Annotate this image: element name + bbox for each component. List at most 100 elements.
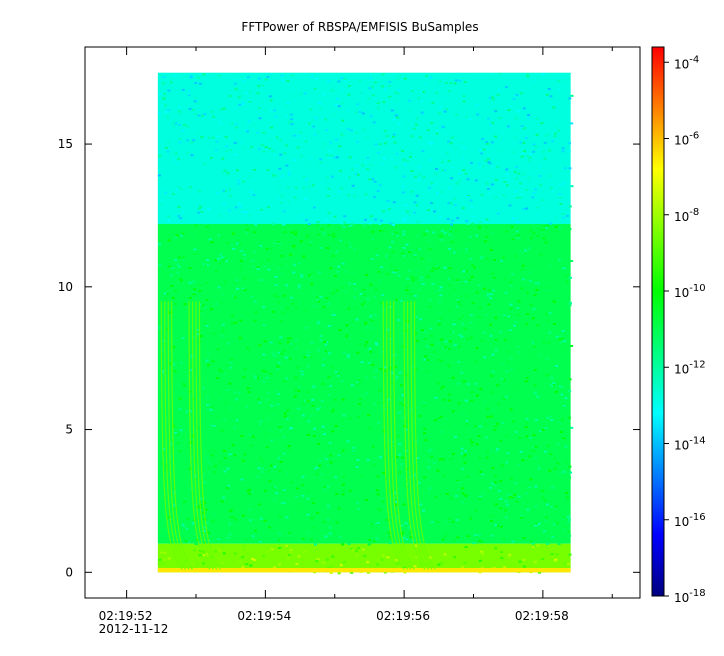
heatmap-cell [547,342,551,345]
heatmap-cell [218,108,222,111]
heatmap-cell [549,187,553,190]
heatmap-cell [523,249,527,252]
heatmap-cell [326,485,330,488]
heatmap-cell [456,216,460,219]
heatmap-cell [551,383,555,386]
heatmap-cell [286,337,290,340]
heatmap-cell [540,122,544,125]
heatmap-cell [331,555,335,558]
heatmap-cell [545,288,549,291]
heatmap-cell [325,297,329,300]
heatmap-cell [238,560,242,563]
heatmap-cell [189,441,193,444]
heatmap-cell [189,456,193,459]
heatmap-cell [316,557,320,560]
heatmap-cell [354,111,358,114]
heatmap-cell [433,290,437,293]
heatmap-cell [418,136,422,139]
heatmap-cell [385,273,389,276]
heatmap-cell [478,306,482,309]
heatmap-cell [308,122,312,125]
heatmap-cell [465,270,469,273]
heatmap-cell [158,192,162,195]
heatmap-cell [360,303,364,306]
heatmap-cell [445,492,449,495]
heatmap-cell [385,254,389,257]
heatmap-cell [552,322,556,325]
heatmap-cell [279,104,283,107]
heatmap-cell [188,107,192,110]
colorbar-tick-label: 10-4 [674,54,699,71]
heatmap-cell [363,554,367,557]
heatmap-cell [533,392,537,395]
heatmap-cell [458,304,462,307]
heatmap-cell [351,319,355,322]
heatmap-cell [463,454,467,457]
heatmap-cell [157,562,161,565]
heatmap-cell [364,498,368,501]
heatmap-cell [386,328,390,331]
heatmap-cell [528,485,532,488]
heatmap-cell [378,456,382,459]
heatmap-cell [260,261,264,264]
heatmap-cell [230,498,234,501]
heatmap-cell [358,80,362,83]
heatmap-cell [257,375,261,378]
heatmap-cell [565,496,569,499]
heatmap-cell [253,319,257,322]
heatmap-cell [227,342,231,345]
heatmap-cell [169,362,173,365]
heatmap-cell [481,137,485,140]
heatmap-cell [423,337,427,340]
heatmap-cell [403,128,407,131]
heatmap-cell [470,391,474,394]
heatmap-cell [457,317,461,320]
heatmap-cell [166,215,170,218]
heatmap-cell [293,196,297,199]
heatmap-cell [333,275,337,278]
heatmap-cell [235,419,239,422]
heatmap-cell [214,550,218,553]
heatmap-cell [343,80,347,83]
heatmap-cell [501,537,505,540]
heatmap-cell [161,360,165,363]
heatmap-cell [428,298,432,301]
heatmap-cell [324,325,328,328]
heatmap-cell [192,280,196,283]
heatmap-cell [331,408,335,411]
heatmap-cell [365,273,369,276]
heatmap-cell [278,185,282,188]
heatmap-cell [443,266,447,269]
heatmap-cell [382,210,386,213]
heatmap-cell [205,299,209,302]
heatmap-cell [494,524,498,527]
heatmap-cell [194,562,198,565]
heatmap-cell [383,233,387,236]
heatmap-cell [264,78,268,81]
heatmap-cell [208,470,212,473]
heatmap-cell [284,356,288,359]
heatmap-cell [438,458,442,461]
heatmap-cell [355,466,359,469]
heatmap-cell [396,562,400,565]
heatmap-cell [267,281,271,284]
heatmap-cell [221,329,225,332]
heatmap-cell [301,537,305,540]
heatmap-cell [475,291,479,294]
heatmap-cell [419,503,423,506]
heatmap-cell [522,565,526,568]
heatmap-cell [256,268,260,271]
heatmap-cell [538,228,542,231]
heatmap-cell [294,376,298,379]
heatmap-cell [397,89,401,92]
heatmap-cell [451,410,455,413]
heatmap-cell [522,537,526,540]
heatmap-cell [265,398,269,401]
heatmap-cell [525,435,529,438]
heatmap-cell [420,280,424,283]
heatmap-cell [410,169,414,172]
heatmap-cell [501,467,505,470]
heatmap-cell [215,140,219,143]
heatmap-cell [237,202,241,205]
